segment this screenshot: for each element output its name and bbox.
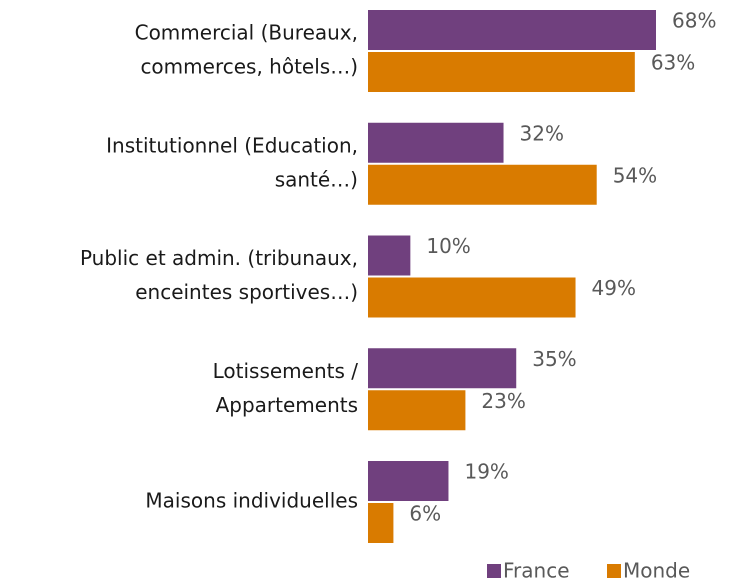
legend-label: Monde: [623, 559, 690, 582]
value-label: 68%: [672, 9, 716, 33]
bar: [368, 235, 411, 276]
value-label: 19%: [464, 460, 508, 484]
value-label: 35%: [532, 347, 576, 371]
category-label: Institutionnel (Education,: [106, 133, 358, 157]
category-label: Appartements: [216, 393, 358, 417]
value-label: 6%: [409, 502, 441, 526]
bar: [368, 52, 635, 92]
value-label: 10%: [426, 234, 470, 258]
bar: [368, 122, 504, 163]
bar: [368, 164, 597, 205]
category-label: Commercial (Bureaux,: [135, 21, 358, 45]
value-label: 23%: [481, 389, 525, 413]
category-label: Public et admin. (tribunaux,: [80, 246, 358, 270]
category-label: santé…): [275, 167, 358, 191]
value-label: 63%: [651, 51, 695, 75]
value-label: 32%: [520, 121, 564, 145]
legend-swatch: [487, 564, 501, 578]
value-label: 54%: [613, 163, 657, 187]
legend-swatch: [607, 564, 621, 578]
bar: [368, 10, 656, 50]
category-label: Lotissements /: [213, 359, 359, 383]
category-label: commerces, hôtels…): [140, 55, 358, 79]
value-label: 49%: [592, 276, 636, 300]
bar: [368, 503, 394, 543]
category-label: enceintes sportives…): [135, 280, 358, 304]
bar: [368, 461, 449, 501]
category-label: Maisons individuelles: [145, 489, 358, 513]
bar: [368, 390, 466, 431]
bar: [368, 277, 576, 318]
bar: [368, 348, 517, 389]
legend-label: France: [503, 559, 570, 582]
